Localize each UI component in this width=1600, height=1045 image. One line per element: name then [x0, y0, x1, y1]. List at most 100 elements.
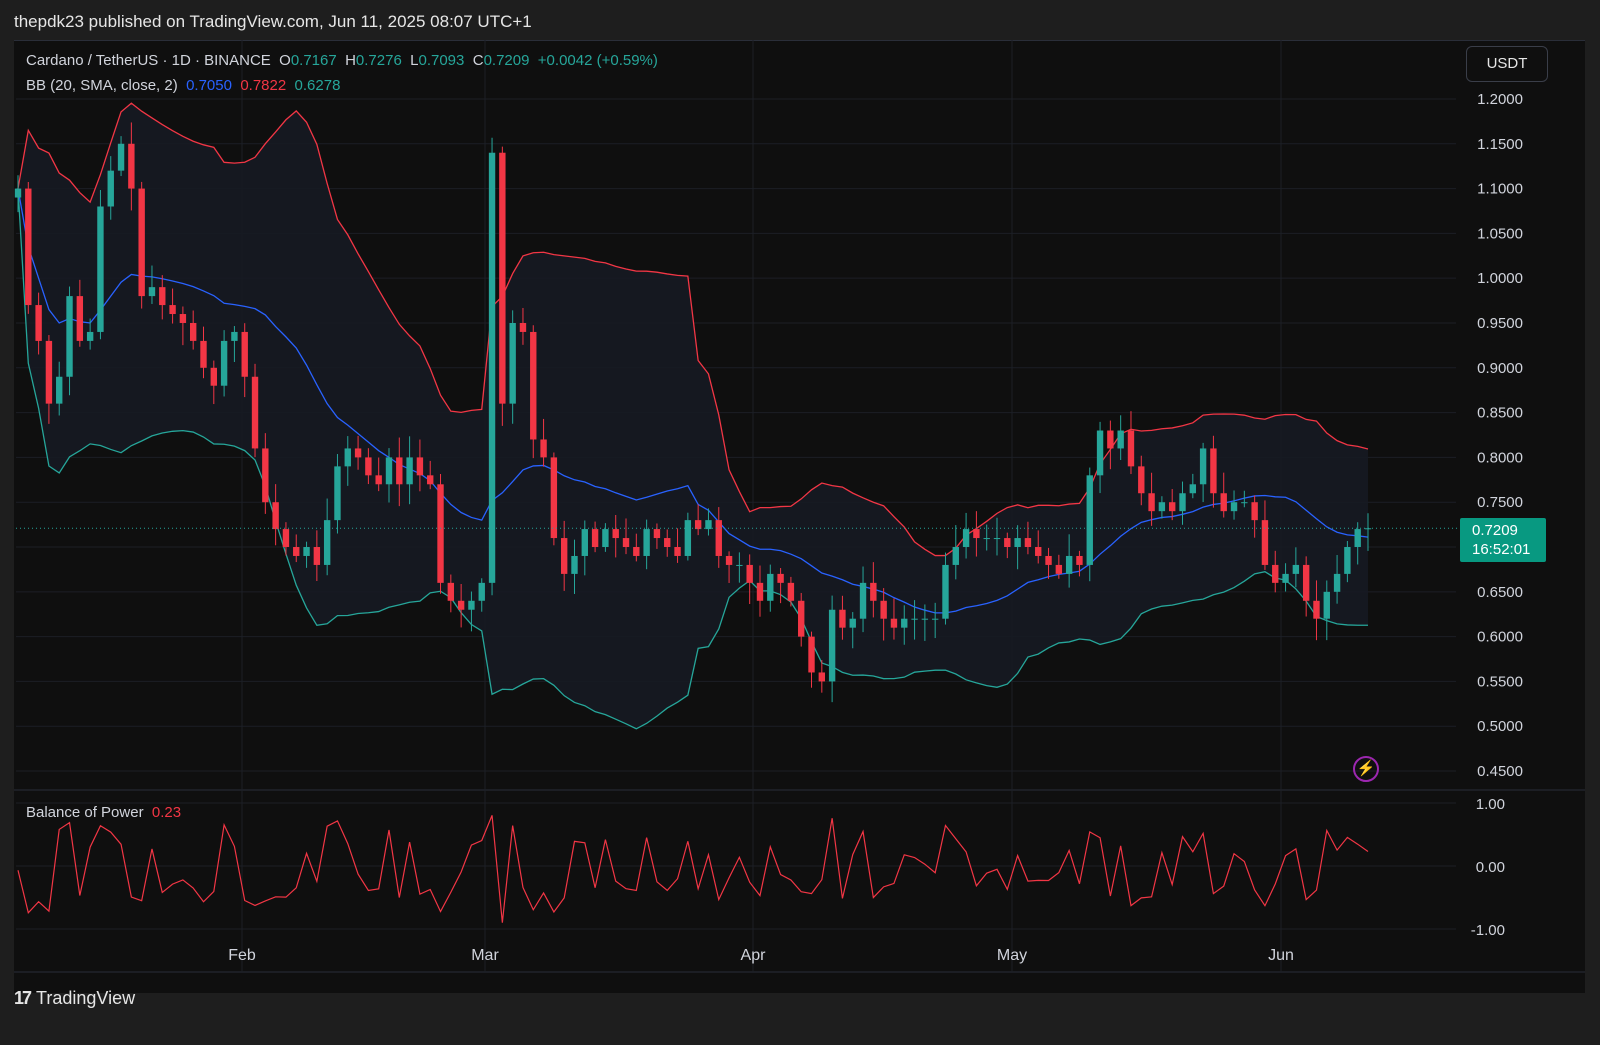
candle-up	[1065, 555, 1073, 574]
y-tick-label: 1.1000	[1477, 181, 1523, 198]
candle-up	[643, 529, 650, 556]
last-price-tag: 0.7209 16:52:01	[1460, 518, 1546, 562]
change-value: +0.0042 (+0.59%)	[537, 52, 658, 69]
bb-upper-line	[17, 102, 1369, 557]
y-tick-label: 0.9500	[1477, 315, 1523, 332]
y-tick-label: 0.6500	[1477, 584, 1523, 601]
candle-up	[488, 152, 496, 583]
candle-up	[1086, 475, 1093, 565]
bb-legend[interactable]: BB (20, SMA, close, 2) 0.7050 0.7822 0.6…	[26, 77, 340, 94]
bop-line	[17, 815, 1369, 923]
candle-up	[684, 520, 692, 556]
candle-up	[66, 296, 73, 377]
candle-down	[1076, 555, 1083, 565]
candle-up	[86, 331, 94, 341]
candle-down	[1313, 600, 1320, 619]
candle-up	[1096, 430, 1104, 476]
candle-up	[1230, 502, 1238, 512]
candle-down	[1210, 448, 1217, 494]
candle-down	[839, 609, 846, 628]
candle-up	[385, 457, 393, 485]
lightning-bolt-icon[interactable]: ⚡	[1353, 756, 1379, 782]
x-tick-label: Mar	[471, 947, 499, 964]
candle-up	[1179, 493, 1186, 512]
candle-up	[509, 322, 516, 404]
x-tick-label: Apr	[741, 947, 767, 964]
candle-down	[756, 582, 764, 601]
close-label: C	[472, 52, 484, 69]
candle-down	[530, 331, 537, 440]
candle-down	[200, 340, 207, 368]
bar-countdown: 16:52:01	[1472, 541, 1531, 558]
x-tick-label: May	[997, 947, 1027, 964]
candle-down	[1251, 502, 1258, 521]
candle-up	[107, 170, 114, 207]
currency-button[interactable]: USDT	[1466, 46, 1548, 82]
candle-up	[148, 287, 156, 297]
candle-up	[1323, 591, 1330, 619]
bb-lower-line	[17, 188, 1369, 730]
candle-up	[117, 143, 125, 171]
candle-up	[1344, 547, 1351, 574]
candle-up	[993, 538, 1001, 540]
candle-down	[653, 529, 661, 539]
candle-up	[220, 340, 228, 386]
candle-down	[1045, 555, 1052, 565]
candle-up	[1282, 573, 1289, 583]
candle-down	[1107, 430, 1114, 449]
candle-down	[890, 618, 898, 628]
candle-down	[138, 188, 145, 297]
candle-up	[859, 582, 867, 619]
candle-down	[1302, 564, 1310, 601]
y-tick-label: 0.6000	[1477, 629, 1523, 646]
candle-up	[303, 547, 310, 556]
bop-y-tick-label: 0.00	[1476, 859, 1505, 876]
candle-up	[1189, 484, 1197, 494]
candle-down	[354, 448, 362, 458]
candle-up	[334, 466, 341, 521]
candle-down	[437, 484, 444, 583]
candle-up	[911, 618, 918, 620]
bop-legend[interactable]: Balance of Power 0.23	[26, 804, 181, 821]
candle-up	[983, 538, 990, 540]
candle-down	[725, 555, 733, 565]
candle-down	[1261, 520, 1269, 565]
candle-up	[478, 582, 485, 601]
candle-up	[921, 618, 929, 620]
candle-up	[705, 520, 712, 530]
candle-down	[179, 314, 187, 323]
candle-down	[241, 331, 248, 377]
close-value: 0.7209	[483, 52, 530, 69]
candle-down	[777, 573, 784, 583]
high-value: 0.7276	[355, 52, 402, 69]
x-tick-label: Feb	[228, 947, 256, 964]
high-label: H	[345, 52, 356, 69]
tradingview-logo[interactable]: 17 TradingView	[14, 988, 135, 1009]
x-tick-label: Jun	[1268, 947, 1294, 964]
candle-down	[293, 547, 300, 556]
candle-down	[664, 538, 671, 548]
bop-y-tick-label: -1.00	[1471, 922, 1505, 939]
candle-down	[1138, 466, 1145, 494]
tradingview-mark-icon: 17	[14, 988, 32, 1008]
candle-down	[427, 475, 434, 485]
candle-up	[406, 457, 413, 485]
candle-down	[787, 582, 795, 601]
candle-down	[447, 582, 455, 601]
candle-down	[189, 322, 197, 341]
symbol-legend[interactable]: Cardano / TetherUS · 1D · BINANCE O0.716…	[26, 52, 658, 69]
candle-down	[76, 296, 84, 341]
open-label: O	[279, 52, 291, 69]
bb-basis-line	[17, 188, 1369, 614]
candle-up	[1158, 502, 1166, 512]
candle-down	[272, 502, 279, 530]
candle-up	[1354, 529, 1361, 548]
candle-down	[1004, 538, 1011, 548]
candle-up	[1333, 573, 1341, 592]
candle-up	[952, 547, 959, 565]
candle-down	[1169, 502, 1176, 512]
candle-up	[1117, 430, 1124, 449]
candle-down	[746, 564, 753, 583]
bop-y-tick-label: 1.00	[1476, 796, 1505, 813]
